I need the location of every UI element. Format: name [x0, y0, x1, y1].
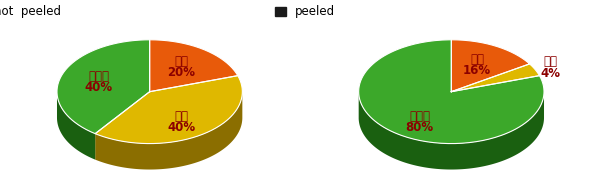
Polygon shape [57, 40, 150, 134]
Text: 20%: 20% [167, 66, 195, 79]
Polygon shape [451, 64, 540, 92]
Polygon shape [57, 92, 95, 160]
Text: 더덕: 더덕 [543, 55, 557, 68]
Polygon shape [95, 76, 242, 144]
Polygon shape [359, 92, 544, 170]
Text: 4%: 4% [540, 67, 560, 80]
Text: 40%: 40% [85, 81, 112, 94]
Text: 16%: 16% [463, 64, 491, 77]
Text: 도라지: 도라지 [88, 70, 109, 83]
Polygon shape [359, 40, 544, 144]
Text: 더덕: 더덕 [174, 110, 188, 123]
Legend: not  peeled: not peeled [0, 1, 66, 23]
Polygon shape [150, 40, 238, 92]
Text: 80%: 80% [406, 121, 434, 134]
Polygon shape [95, 92, 242, 170]
Text: 인삼: 인삼 [174, 55, 188, 68]
Polygon shape [451, 40, 529, 92]
Legend: peeled: peeled [270, 1, 340, 23]
Text: 40%: 40% [167, 121, 195, 134]
Text: 도라지: 도라지 [409, 110, 430, 123]
Text: 인삼: 인삼 [470, 53, 484, 66]
